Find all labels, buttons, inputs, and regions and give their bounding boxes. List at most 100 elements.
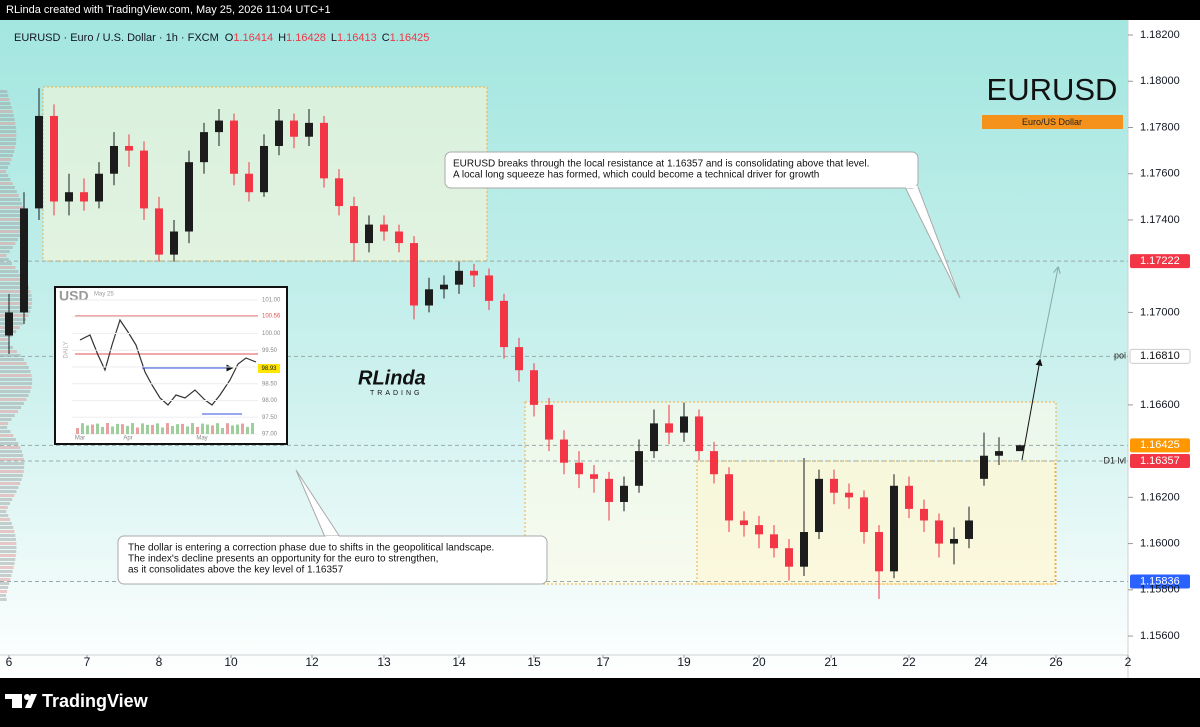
profile-bar: [0, 194, 19, 197]
profile-bar: [0, 390, 31, 393]
logo-main: RLinda: [358, 367, 426, 389]
logo-mark: [12, 694, 22, 708]
profile-bar: [0, 98, 10, 101]
inset-volume: [146, 424, 149, 434]
profile-bar: [0, 234, 20, 237]
level-name: D1 lvl: [1103, 455, 1126, 465]
candle-body: [20, 208, 28, 313]
candle-body: [860, 497, 868, 533]
profile-bar: [0, 242, 16, 245]
inset-volume: [226, 423, 229, 434]
profile-bar: [0, 566, 14, 569]
ohlc-label: H: [278, 32, 286, 44]
inset-volume: [111, 426, 114, 434]
inset-volume: [251, 423, 254, 434]
profile-bar: [0, 598, 7, 601]
candle-body: [380, 224, 388, 232]
profile-bar: [0, 506, 8, 509]
inset-price: 98.00: [262, 398, 278, 404]
profile-bar: [0, 546, 17, 549]
candles: [5, 88, 1024, 600]
candle-body: [215, 120, 223, 133]
profile-bar: [0, 542, 17, 545]
inset-month: Apr: [123, 436, 132, 442]
inset-volume: [171, 425, 174, 434]
x-tick-label: 22: [902, 655, 916, 669]
candle-body: [635, 451, 643, 486]
candle-body: [395, 231, 403, 244]
candle-body: [590, 474, 598, 479]
candle-body: [845, 492, 853, 498]
annotation: EURUSD breaks through the local resistan…: [453, 159, 869, 181]
candle-body: [155, 208, 163, 255]
ohlc-value: 1.16413: [337, 32, 377, 44]
logo: RLinda TRADING: [358, 367, 426, 397]
inset-price: 97.50: [262, 415, 278, 421]
profile-bar: [0, 150, 15, 153]
profile-bar: [0, 594, 7, 597]
candle-body: [965, 520, 973, 539]
candle-body: [305, 122, 313, 137]
candle-body: [950, 538, 958, 544]
candle-body: [830, 478, 838, 493]
candle-body: [170, 231, 178, 255]
candle-body: [200, 132, 208, 163]
y-tick-label: 1.17800: [1140, 121, 1180, 133]
inset-title: USD: [59, 288, 89, 304]
inset-volume: [236, 424, 239, 434]
profile-bar: [0, 310, 31, 313]
candle-body: [245, 173, 253, 193]
x-tick-label: 10: [224, 655, 238, 669]
candle-body: [140, 150, 148, 209]
candle-body: [875, 532, 883, 572]
profile-bar: [0, 466, 25, 469]
profile-bar: [0, 110, 13, 113]
level-tag: [1129, 348, 1191, 364]
candle-body: [980, 455, 988, 479]
profile-bar: [0, 166, 8, 169]
inset-volume: [216, 423, 219, 434]
profile-bar: [0, 274, 22, 277]
y-tick-label: 1.17000: [1140, 306, 1180, 318]
subtitle-bar: [982, 115, 1123, 129]
candle-body: [560, 439, 568, 463]
level-tag: [1130, 438, 1190, 453]
x-tick-label: 8: [156, 655, 163, 669]
profile-bar: [0, 294, 32, 297]
logo-mark: [24, 694, 30, 700]
inset-price: 99.50: [262, 348, 278, 354]
inset-volume: [176, 424, 179, 434]
candle-body: [260, 145, 268, 193]
profile-bar: [0, 206, 23, 209]
profile-bar: [0, 118, 15, 121]
candle-body: [440, 284, 448, 290]
candle-body: [365, 224, 373, 244]
annotation-line: The index's decline presents an opportun…: [128, 554, 438, 565]
ohlc-label: L: [331, 32, 337, 44]
profile-bar: [0, 434, 14, 437]
arrow-target: [1039, 268, 1058, 359]
inset-red-label: 100.56: [262, 314, 281, 320]
profile-bar: [0, 306, 32, 309]
profile-bar: [0, 138, 17, 141]
candle-body: [275, 120, 283, 146]
callout-pointer: [904, 186, 961, 299]
candle-body: [230, 120, 238, 174]
profile-bar: [0, 470, 24, 473]
inset-volume: [91, 424, 94, 434]
profile-bar: [0, 182, 13, 185]
profile-bar: [0, 462, 25, 465]
profile-bar: [0, 446, 21, 449]
profile-bar: [0, 498, 13, 501]
inset-volume: [141, 423, 144, 434]
profile-bar: [0, 438, 16, 441]
profile-bar: [0, 158, 12, 161]
profile-bar: [0, 162, 10, 165]
profile-bar: [0, 570, 13, 573]
inset-price: 100.00: [262, 331, 281, 337]
inset-volume: [221, 427, 224, 434]
candle-body: [725, 474, 733, 521]
candle-body: [545, 404, 553, 440]
profile-bar: [0, 154, 13, 157]
ohlc-value: 1.16425: [390, 32, 430, 44]
